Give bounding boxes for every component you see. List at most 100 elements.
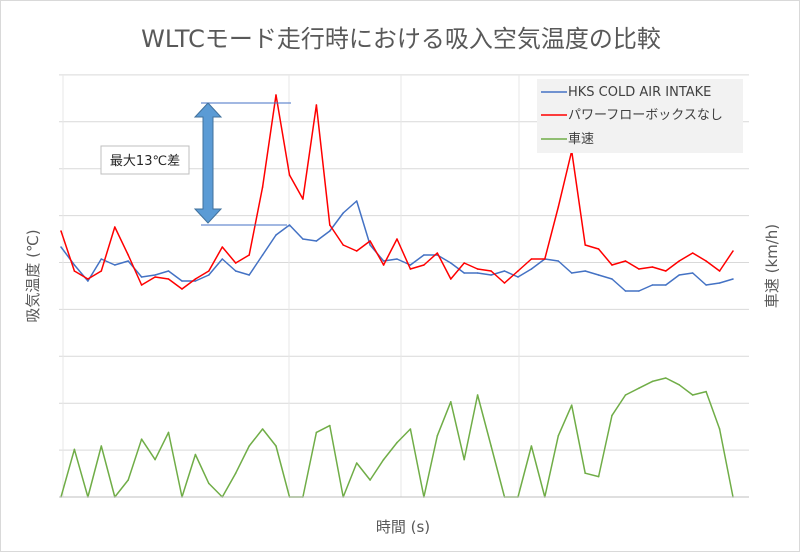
- no-box-series-point: [705, 260, 707, 262]
- speed-series-point: [154, 458, 156, 461]
- speed-series-point: [678, 384, 680, 386]
- hks-series-point: [140, 276, 143, 278]
- hks-series-point: [396, 258, 398, 260]
- hks-series-point: [221, 258, 224, 260]
- speed-series-point: [127, 479, 129, 481]
- speed-series-point: [140, 438, 143, 441]
- hks-series-point: [275, 234, 277, 236]
- speed-series-point: [557, 435, 560, 437]
- series-temperature: [60, 94, 734, 292]
- no-box-series-point: [234, 262, 237, 264]
- no-box-series-point: [342, 244, 345, 246]
- speed-series-point: [691, 394, 694, 396]
- no-box-series-point: [517, 270, 519, 272]
- speed-series-point: [436, 435, 439, 437]
- speed-series-point: [208, 482, 210, 485]
- legend: HKS COLD AIR INTAKE パワーフローボックスなし 車速: [537, 79, 743, 153]
- no-box-series-point: [73, 270, 76, 272]
- speed-series-line: [60, 377, 734, 498]
- speed-series-point: [665, 377, 667, 379]
- speed-series-point: [409, 428, 412, 430]
- no-box-series-point: [409, 268, 412, 270]
- no-box-series-point: [396, 238, 398, 240]
- speed-series-point: [476, 394, 479, 396]
- y-axis-label-left: 吸気温度 (℃): [24, 229, 42, 322]
- speed-series-point: [490, 445, 492, 447]
- speed-series-point: [194, 453, 197, 456]
- speed-series-point: [73, 448, 76, 451]
- no-box-series-point: [208, 270, 210, 272]
- speed-series-point: [651, 380, 654, 383]
- no-box-series-point: [718, 270, 721, 272]
- speed-series-point: [234, 472, 237, 475]
- no-box-series-point: [382, 264, 385, 266]
- legend-box: [537, 79, 743, 153]
- no-box-series-point: [584, 244, 586, 246]
- hks-series-point: [382, 260, 385, 262]
- speed-series-point: [396, 441, 398, 444]
- no-box-series-point: [154, 276, 156, 278]
- hks-series-point: [463, 272, 466, 274]
- no-box-series-point: [436, 252, 439, 254]
- hks-series-point: [248, 274, 250, 276]
- speed-series-point: [584, 472, 586, 475]
- series-speed: [60, 377, 734, 498]
- hks-series-point: [503, 270, 506, 272]
- hks-series-point: [342, 212, 345, 214]
- hks-series-point: [194, 280, 197, 282]
- hks-series-point: [517, 276, 519, 278]
- speed-series-point: [382, 458, 385, 461]
- hks-series-point: [355, 200, 358, 202]
- no-box-series-point: [732, 250, 734, 252]
- difference-annotation: 最大13℃差: [100, 102, 291, 226]
- no-box-series-point: [288, 174, 291, 176]
- hks-series-point: [570, 272, 573, 274]
- speed-series-point: [597, 475, 600, 478]
- no-box-series-point: [651, 266, 654, 268]
- no-box-series-point: [503, 282, 506, 284]
- no-box-series-point: [275, 94, 277, 96]
- hks-series-point: [409, 264, 412, 266]
- hks-series-point: [476, 272, 479, 274]
- hks-series-point: [154, 274, 156, 276]
- hks-series-point: [705, 284, 707, 286]
- no-box-series-point: [450, 278, 452, 280]
- hks-series-point: [261, 254, 264, 256]
- speed-series-point: [570, 404, 573, 407]
- no-box-series-point: [248, 254, 250, 256]
- speed-series-point: [315, 431, 318, 434]
- chart-title: WLTCモード走行時における吸入空気温度の比較: [141, 25, 661, 53]
- no-box-series-point: [624, 260, 627, 262]
- no-box-series-point: [127, 254, 129, 256]
- hks-series-point: [584, 270, 586, 272]
- no-box-series-point: [221, 246, 224, 248]
- no-box-series-point: [678, 260, 680, 262]
- speed-series-point: [369, 479, 371, 481]
- hks-series-point: [302, 238, 304, 240]
- hks-series-point: [665, 284, 667, 286]
- no-box-series-point: [369, 240, 371, 242]
- hks-series-point: [490, 274, 492, 276]
- hks-series-point: [288, 224, 291, 226]
- hks-series-point: [678, 274, 680, 276]
- no-box-series-point: [315, 104, 318, 106]
- speed-series-point: [100, 445, 103, 447]
- no-box-series-point: [261, 186, 264, 188]
- hks-series-point: [208, 274, 210, 276]
- speed-series-point: [530, 445, 533, 447]
- no-box-series-point: [100, 270, 103, 272]
- hks-series-point: [87, 280, 89, 282]
- hks-series-point: [369, 244, 371, 246]
- speed-series-point: [329, 424, 331, 427]
- no-box-series-point: [544, 258, 546, 260]
- no-box-series-point: [302, 198, 304, 200]
- no-box-series-point: [638, 268, 640, 270]
- speed-series-point: [167, 431, 170, 434]
- speed-series-point: [450, 401, 452, 403]
- no-box-series-point: [355, 250, 358, 252]
- legend-label-speed: 車速: [568, 132, 594, 147]
- hks-series-point: [127, 260, 129, 262]
- annotation-box: [100, 145, 190, 175]
